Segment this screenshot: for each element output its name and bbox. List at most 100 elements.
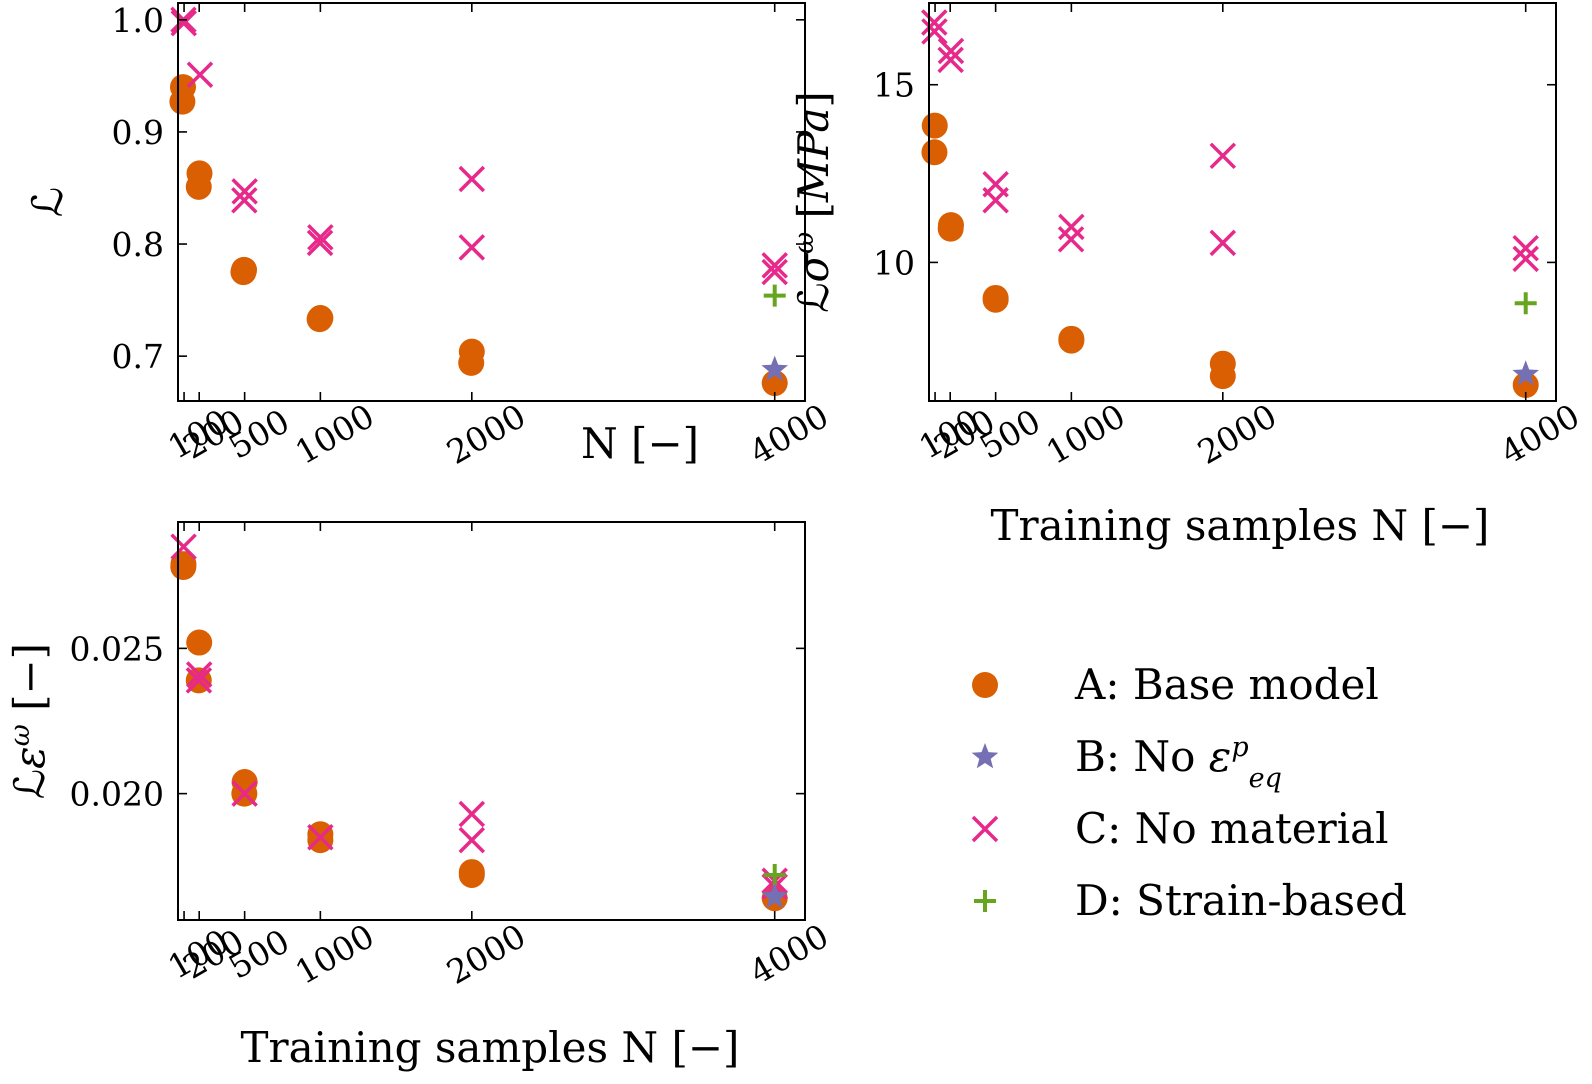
series-A [921,112,1539,399]
data-point-C [937,37,965,65]
legend-entry-D: D: Strain-based [974,876,1407,925]
series-D [1514,292,1537,315]
y-axis-label: ℒ [23,187,72,217]
data-point-B [1512,360,1539,386]
x-tick-label: 4000 [743,396,835,472]
data-point-C [306,229,334,257]
data-point-D [763,863,786,886]
plot-frame [177,521,806,921]
data-point-C [186,61,214,88]
legend-marker-D [974,890,996,912]
data-point-A [169,88,196,115]
data-point-C [1512,245,1539,273]
data-point-C [307,224,334,251]
legend-label: A: Base model [1074,660,1379,709]
data-point-C [458,234,486,261]
x-tick-label: 2000 [440,396,532,472]
data-point-C [1209,229,1237,257]
data-point-C [1209,142,1237,170]
y-tick-label: 10 [873,243,915,282]
data-point-C [921,18,948,45]
x-tick-label: 4000 [743,916,835,992]
series-A [169,74,788,397]
data-point-C [1058,213,1085,241]
data-point-C [982,186,1009,214]
x-axis-label: N [−] [581,419,699,468]
y-tick-label: 15 [873,66,915,105]
x-tick-label: 1000 [288,916,380,992]
plot-frame [177,2,806,402]
data-point-A [982,286,1009,313]
series-C [170,533,788,900]
legend-label: C: No material [1075,804,1389,853]
data-point-A [1209,363,1236,390]
series-B [761,882,788,909]
x-tick-label: 2000 [440,916,532,992]
y-axis-label: ℒεω [−] [5,643,55,799]
legend-label: D: Strain-based [1075,876,1407,925]
legend-marker-C [971,815,999,843]
data-point-C [185,667,213,694]
series-D [763,284,786,307]
data-point-C [231,178,258,205]
data-point-C [1057,226,1085,253]
data-point-A [921,139,948,166]
data-point-A [186,629,213,656]
plot-frame [928,2,1557,402]
data-point-A [170,554,197,581]
legend-entry-C: C: No material [971,804,1389,853]
series-C [170,6,788,286]
data-point-D [763,284,786,307]
y-tick-label: 1.0 [112,1,164,40]
data-point-C [170,9,197,37]
data-point-A [307,827,334,854]
data-point-C [307,823,334,851]
data-point-C [761,252,788,279]
y-tick-label: 0.025 [70,629,164,668]
data-point-A [1512,372,1539,399]
data-point-B [761,882,788,909]
y-tick-label: 0.020 [70,775,164,814]
data-point-D [1514,292,1537,315]
x-axis-label: Training samples N [−] [241,1023,740,1072]
data-point-C [1512,234,1539,262]
legend-entry-B: B: No εpeq [971,732,1282,794]
series-C [921,9,1539,273]
y-tick-label: 0.9 [112,113,164,152]
data-point-C [921,9,948,36]
legend-entry-A: A: Base model [972,660,1379,709]
series-D [763,863,786,886]
data-point-C [761,258,788,286]
data-point-A [458,861,485,888]
data-point-A [1058,327,1085,354]
x-tick-label: 4000 [1494,396,1586,472]
data-point-C [185,661,213,688]
x-axis-label: Training samples N [−] [991,501,1490,550]
data-point-A [185,173,212,200]
x-tick-label: 2000 [1191,396,1283,472]
data-point-C [458,800,486,828]
y-tick-label: 0.7 [112,337,164,376]
series-B [1512,360,1539,386]
x-tick-label: 1000 [1039,396,1131,472]
series-B [761,355,788,381]
data-point-C [458,165,486,193]
series-A [170,551,788,912]
legend-marker-B [971,743,999,769]
data-point-C [231,187,258,214]
data-point-A [306,306,333,333]
data-point-C [170,533,197,560]
data-point-C [458,826,486,854]
y-tick-label: 0.8 [112,225,164,264]
y-axis-label: ℒσω [MPa] [789,91,839,313]
data-point-C [231,780,258,807]
data-point-B [761,355,788,381]
legend-marker-A [972,672,998,698]
x-tick-label: 1000 [288,396,380,472]
data-point-A [230,259,257,286]
data-point-A [921,112,948,139]
